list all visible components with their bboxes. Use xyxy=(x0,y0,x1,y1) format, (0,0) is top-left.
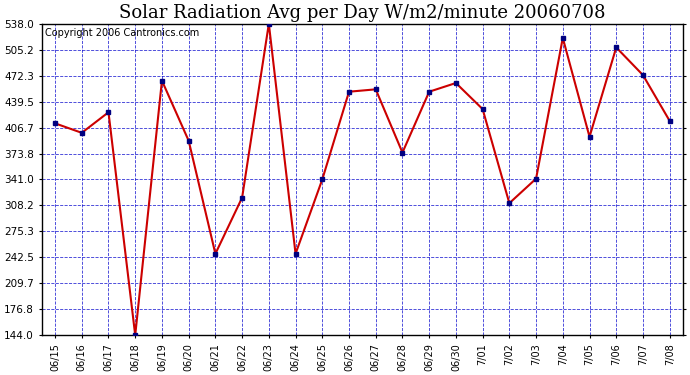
Title: Solar Radiation Avg per Day W/m2/minute 20060708: Solar Radiation Avg per Day W/m2/minute … xyxy=(119,4,606,22)
Text: Copyright 2006 Cantronics.com: Copyright 2006 Cantronics.com xyxy=(45,28,199,38)
